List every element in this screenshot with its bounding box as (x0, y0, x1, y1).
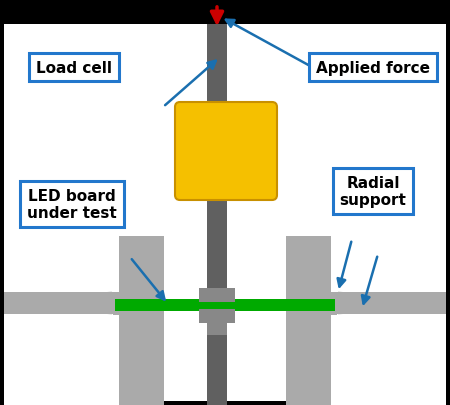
Bar (4, 237, 164, 405)
FancyBboxPatch shape (175, 103, 277, 200)
Text: LED board
under test: LED board under test (27, 188, 117, 221)
Bar (286, 292, 337, 315)
Text: Applied force: Applied force (316, 60, 430, 75)
Text: Load cell: Load cell (36, 60, 112, 75)
Bar (115, 299, 335, 311)
Bar (199, 309, 235, 323)
Bar (207, 323, 227, 335)
Text: Radial
support: Radial support (340, 175, 406, 208)
Bar (331, 237, 446, 292)
Bar (331, 314, 446, 405)
Bar (113, 292, 164, 315)
Bar (286, 237, 446, 405)
Bar (4, 314, 119, 405)
Bar (207, 25, 227, 405)
Bar (199, 288, 235, 302)
Bar (4, 237, 119, 292)
